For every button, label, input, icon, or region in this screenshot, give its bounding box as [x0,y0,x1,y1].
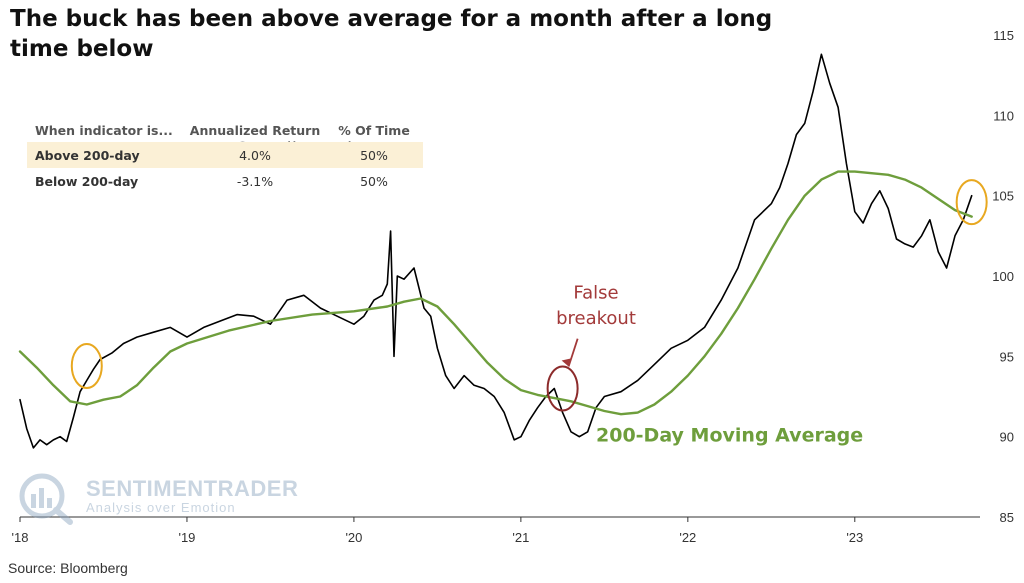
x-tick-label: '20 [345,530,362,545]
x-tick-label: '23 [846,530,863,545]
stats-row-return: 4.0% [239,147,271,163]
sentimentrader-logo: SENTIMENTRADER Analysis over Emotion [16,470,298,526]
chart-annotation: 200-Day Moving Average [596,424,863,446]
source-note: Source: Bloomberg [8,560,128,576]
bar-chart-magnifier-icon [19,473,73,525]
stats-row-time: 50% [360,147,388,163]
y-tick-label: 95 [1000,349,1014,364]
indicator-stats-table: When indicator is... Annualized Return %… [27,118,423,194]
x-tick-label: '21 [512,530,529,545]
highlight-circle [546,365,579,412]
chart-axes: '18 '19 '20 '21 '22 '23 85 90 95 100 105 110 115 [12,28,1014,545]
logo-brand: SENTIMENTRADER [86,476,299,501]
dollar-index-line [19,53,973,449]
stats-row-below: Below 200-day -3.1% 50% [27,168,423,194]
stats-header-return: Annualized Return [189,122,321,138]
stats-row-above: Above 200-day 4.0% 50% [27,142,423,168]
x-tick-label: '18 [12,530,29,545]
moving-average-line [18,170,973,416]
stats-header-indicator: When indicator is... [35,122,173,138]
x-tick-label: '19 [178,530,195,545]
stats-row-return: -3.1% [236,173,274,189]
stats-row-time: 50% [360,173,388,189]
x-tick-label: '22 [679,530,696,545]
highlight-circle [955,179,988,226]
chart-title: The buck has been above average for a mo… [10,6,773,62]
chart-lines [18,53,973,449]
arrow-head [561,358,571,367]
y-tick-label: 105 [992,189,1014,204]
y-tick-label: 90 [1000,430,1014,445]
y-tick-label: 115 [993,28,1014,43]
y-tick-label: 110 [993,108,1014,123]
stats-header-row: When indicator is... Annualized Return %… [27,118,423,142]
chart-annotation: False [573,282,618,303]
y-tick-label: 85 [1000,510,1014,525]
highlight-circle [70,342,103,389]
chart-annotation: breakout [556,308,636,329]
chart-highlights [70,179,988,412]
y-tick-label: 100 [992,269,1014,284]
false-breakout-arrow [567,338,579,367]
stats-row-label: Above 200-day [35,147,140,163]
stats-header-time: % Of Time [338,122,410,138]
logo-tagline: Analysis over Emotion [86,500,236,515]
stats-row-label: Below 200-day [35,173,139,189]
